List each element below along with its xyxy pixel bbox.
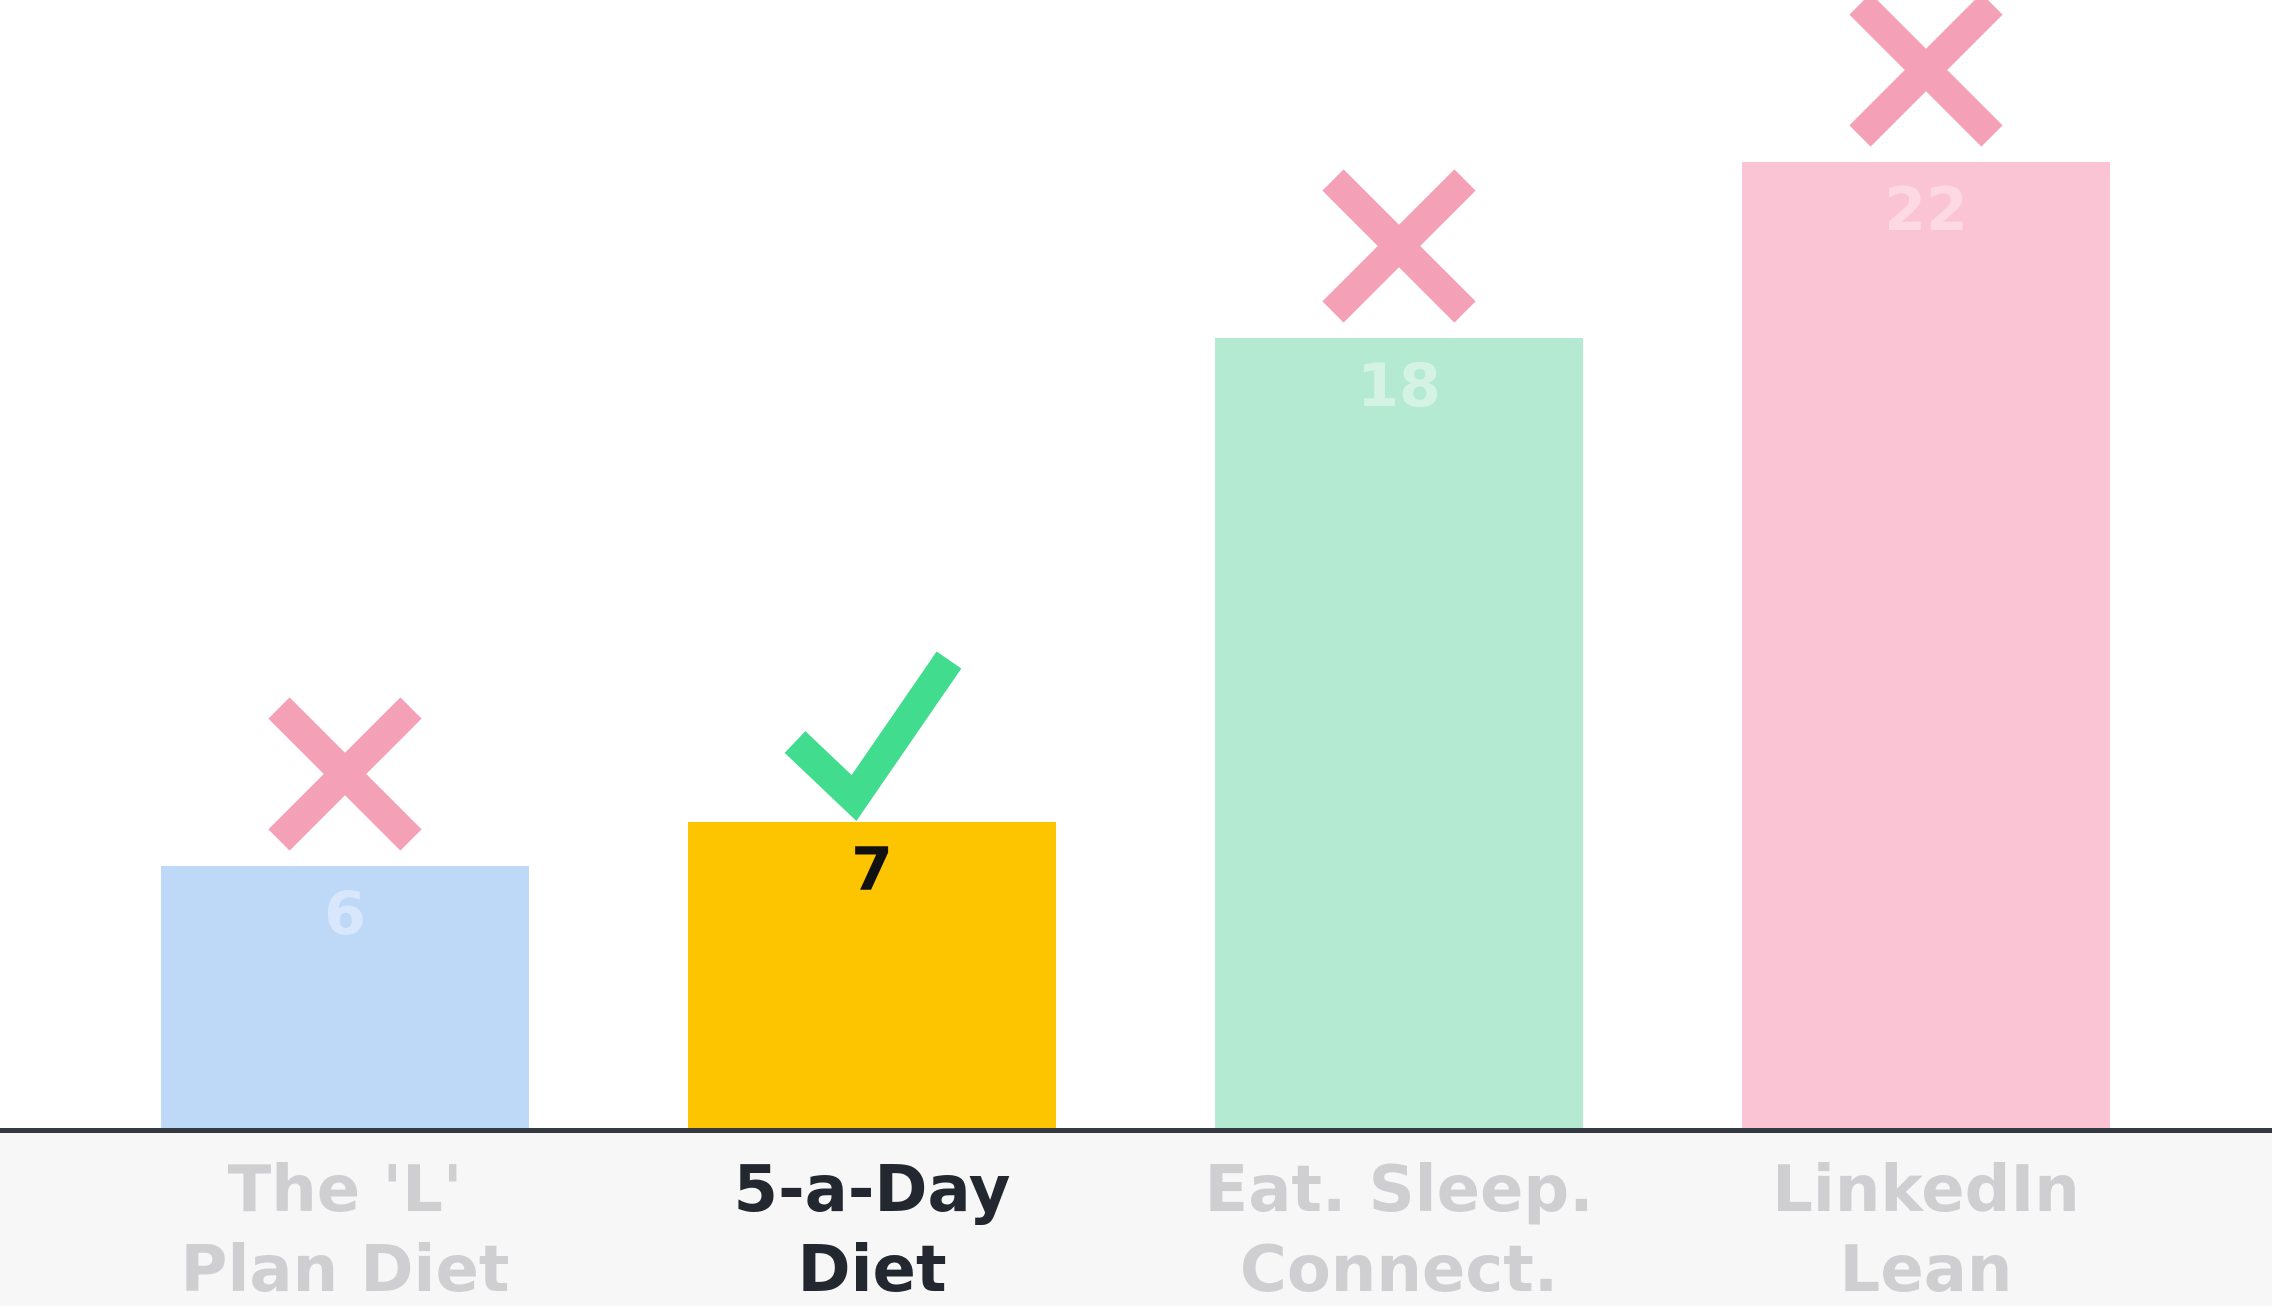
bar-l-plan — [161, 866, 529, 1130]
cross-mark-icon — [1322, 169, 1476, 323]
value-label-5-a-day: 7 — [851, 835, 893, 905]
category-label-5-a-day: 5-a-Day Diet — [733, 1153, 1011, 1307]
cross-mark-icon — [268, 697, 422, 851]
category-label-l-plan: The 'L' Plan Diet — [180, 1153, 510, 1307]
value-label-linkedin-lean: 22 — [1884, 175, 1968, 245]
category-label-eat-sleep: Eat. Sleep. Connect. — [1204, 1153, 1594, 1307]
x-axis-baseline — [0, 1128, 2272, 1133]
category-band — [0, 1132, 2272, 1306]
cross-mark-icon — [1849, 0, 2003, 147]
value-label-l-plan: 6 — [324, 879, 366, 949]
bar-linkedin-lean — [1742, 162, 2110, 1130]
check-mark-icon — [784, 651, 962, 821]
category-label-linkedin-lean: LinkedIn Lean — [1772, 1153, 2080, 1307]
bar-5-a-day — [688, 822, 1056, 1130]
value-label-eat-sleep: 18 — [1357, 351, 1441, 421]
bar-eat-sleep — [1215, 338, 1583, 1130]
